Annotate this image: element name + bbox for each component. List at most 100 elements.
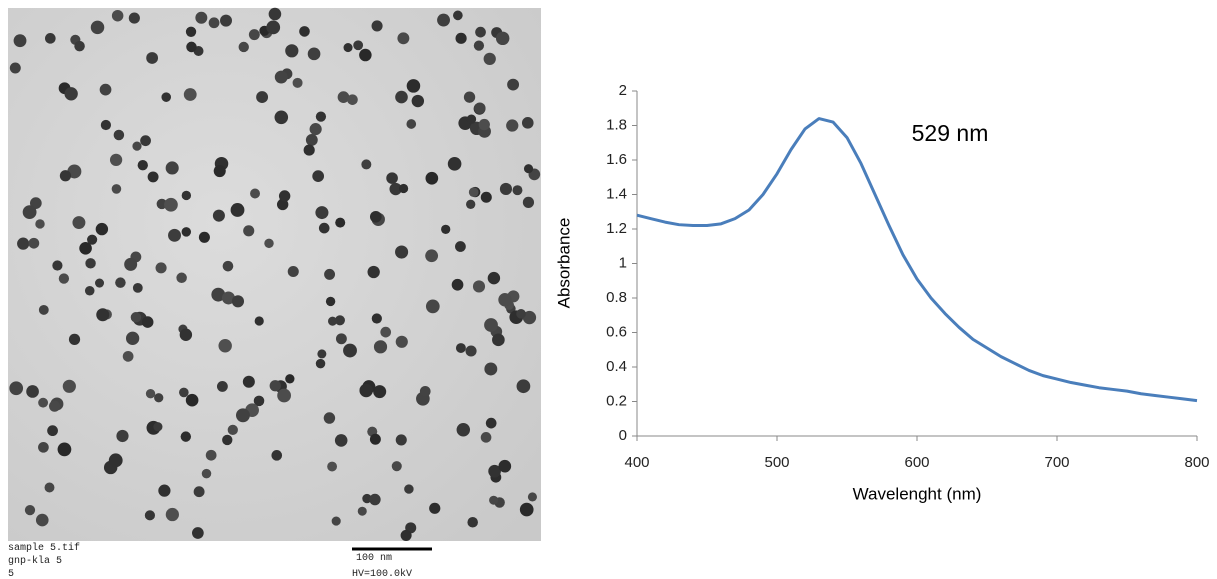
particle [153, 422, 163, 432]
particle [474, 102, 486, 114]
particle [256, 91, 269, 103]
particle [488, 464, 501, 478]
particle [516, 309, 526, 319]
particle [480, 191, 492, 203]
particle [465, 345, 477, 357]
particle [455, 241, 466, 252]
particle [58, 273, 70, 284]
particle [235, 408, 250, 423]
particle [264, 238, 274, 249]
particle [208, 17, 220, 29]
particle [472, 280, 486, 293]
particle [74, 40, 85, 52]
particle [380, 326, 392, 338]
particle [398, 183, 409, 194]
particle [201, 468, 212, 479]
particle [100, 119, 112, 131]
scale-label: 100 nm [356, 553, 392, 564]
particle [44, 482, 55, 493]
particle [411, 94, 425, 108]
particle [165, 161, 179, 175]
particle [253, 395, 265, 407]
particle [222, 434, 233, 446]
particle [425, 171, 439, 185]
particle [248, 29, 260, 41]
particle [455, 32, 467, 44]
y-tick-label: 0.2 [606, 392, 627, 409]
particle [213, 165, 226, 178]
particle [242, 375, 255, 388]
particle [220, 14, 232, 27]
particle [323, 412, 336, 424]
particle [371, 313, 382, 324]
voltage: HV=100.0kV [352, 568, 412, 579]
particle [161, 92, 171, 102]
particle [212, 209, 225, 222]
y-tick-label: 1 [619, 254, 627, 271]
particle [277, 388, 291, 403]
particle [522, 196, 535, 208]
particle [395, 245, 409, 259]
y-tick-label: 1.2 [606, 220, 627, 237]
particle [13, 34, 27, 48]
y-tick-label: 1.4 [606, 185, 627, 202]
particle [140, 135, 151, 147]
particle [87, 234, 98, 245]
particle [47, 425, 58, 437]
particle [512, 185, 523, 196]
particle [343, 43, 353, 53]
line-series [636, 117, 1198, 403]
particle [155, 262, 167, 274]
annotation: 529 nm [912, 120, 989, 146]
particle [195, 11, 208, 24]
x-tick-label: 500 [764, 454, 789, 471]
particle [404, 484, 414, 494]
particle [334, 434, 348, 447]
chart: 529 nm Wavelenght (nm) Absorbance 0 0.2 0.… [554, 82, 1209, 504]
particle [111, 9, 124, 22]
caption: gnp-kla 5 [8, 555, 62, 567]
particle [84, 285, 95, 296]
particle [419, 385, 431, 397]
particle [185, 26, 197, 37]
particle [192, 527, 204, 539]
particle [318, 222, 330, 234]
particle [441, 224, 451, 234]
particle [181, 190, 192, 201]
y-tick-label: 1.6 [606, 151, 627, 168]
particle [198, 231, 210, 243]
particle [307, 47, 321, 61]
particle [128, 12, 140, 24]
particle [266, 20, 281, 35]
caption: sample 5.tif [8, 542, 80, 554]
particle [165, 507, 179, 522]
particle [299, 26, 310, 37]
particle [85, 258, 96, 269]
particle [498, 459, 512, 473]
particle [371, 20, 383, 32]
particle [455, 343, 466, 354]
particle [116, 429, 129, 443]
particle [453, 10, 463, 21]
particle [328, 316, 338, 326]
particle [147, 171, 159, 183]
particle [250, 188, 260, 199]
particle [483, 52, 496, 66]
particle [183, 88, 197, 101]
particle [475, 26, 486, 38]
particle [425, 299, 440, 314]
y-axis-label: Absorbance [554, 218, 573, 309]
particle [331, 516, 341, 526]
particle [17, 237, 30, 250]
particle [164, 197, 178, 212]
caption: 5 [8, 569, 14, 579]
particle [124, 257, 138, 271]
particle [447, 157, 462, 171]
x-tick-label: 800 [1184, 454, 1209, 471]
particle [527, 492, 537, 502]
particle [367, 265, 380, 279]
particle [113, 129, 125, 141]
particle [506, 119, 519, 132]
particle [484, 362, 498, 376]
particle [361, 159, 372, 170]
